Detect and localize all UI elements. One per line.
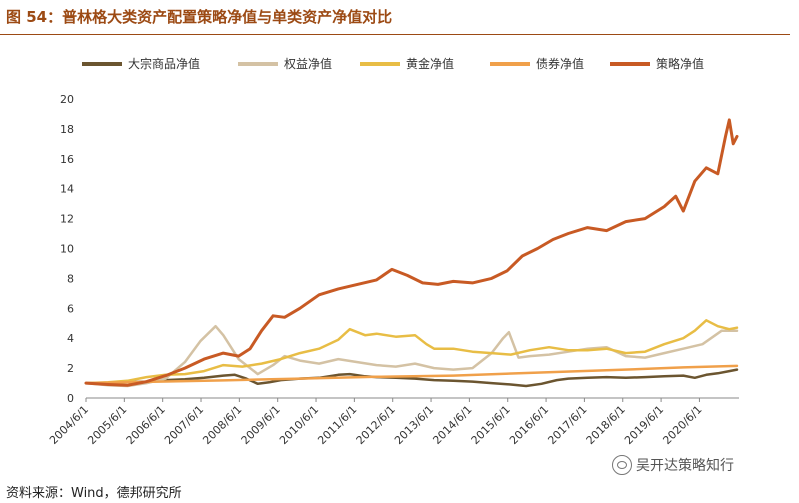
y-tick-label: 8	[67, 272, 74, 285]
x-tick-label: 2007/6/1	[162, 403, 206, 447]
series-layer	[84, 118, 739, 388]
x-tick-label: 2019/6/1	[622, 403, 666, 447]
x-tick-label: 2017/6/1	[545, 403, 589, 447]
series-line	[84, 364, 739, 385]
legend-label: 大宗商品净值	[128, 56, 200, 71]
y-tick-label: 4	[67, 332, 74, 345]
watermark-text: 吴开达策略知行	[636, 458, 734, 474]
y-tick-label: 0	[67, 392, 74, 405]
y-tick-label: 16	[60, 153, 74, 166]
x-tick-label: 2010/6/1	[277, 403, 321, 447]
figure-title: 图 54：普林格大类资产配置策略净值与单类资产净值对比	[6, 8, 393, 26]
wechat-icon	[612, 455, 632, 475]
x-tick-label: 2008/6/1	[200, 403, 244, 447]
x-axis: 2004/6/12005/6/12006/6/12007/6/12008/6/1…	[47, 397, 739, 447]
y-tick-label: 12	[60, 213, 74, 226]
legend-label: 策略净值	[656, 56, 704, 71]
x-tick-label: 2015/6/1	[469, 403, 513, 447]
y-tick-label: 6	[67, 302, 74, 315]
y-tick-label: 20	[60, 93, 74, 106]
y-tick-label: 10	[60, 243, 74, 256]
series-line	[84, 319, 739, 385]
x-tick-label: 2016/6/1	[507, 403, 551, 447]
y-tick-label: 2	[67, 362, 74, 375]
series-line	[84, 118, 739, 387]
chart-legend: 大宗商品净值 权益净值 黄金净值 债券净值 策略净值	[82, 56, 704, 71]
x-tick-label: 2011/6/1	[315, 403, 359, 447]
series-line	[84, 368, 739, 388]
title-divider	[0, 34, 790, 35]
x-tick-label: 2005/6/1	[85, 403, 129, 447]
legend-label: 权益净值	[284, 56, 332, 71]
series-line	[84, 324, 739, 388]
watermark: 吴开达策略知行	[612, 455, 734, 475]
legend-label: 债券净值	[536, 56, 584, 71]
x-tick-label: 2006/6/1	[124, 403, 168, 447]
x-tick-label: 2018/6/1	[584, 403, 628, 447]
x-tick-label: 2013/6/1	[392, 403, 436, 447]
x-tick-label: 2009/6/1	[239, 403, 283, 447]
legend-label: 黄金净值	[406, 56, 454, 71]
figure-title-bar: 图 54：普林格大类资产配置策略净值与单类资产净值对比	[0, 4, 799, 35]
y-tick-label: 18	[60, 123, 74, 136]
x-tick-label: 2012/6/1	[354, 403, 398, 447]
y-tick-label: 14	[60, 183, 74, 196]
x-tick-label: 2014/6/1	[430, 403, 474, 447]
source-note: 资料来源：Wind，德邦研究所	[6, 486, 182, 501]
x-tick-label: 2020/6/1	[660, 403, 704, 447]
x-tick-label: 2004/6/1	[47, 403, 91, 447]
y-axis: 0 2 4 6 8 10 12 14 16 18 20	[60, 93, 74, 405]
